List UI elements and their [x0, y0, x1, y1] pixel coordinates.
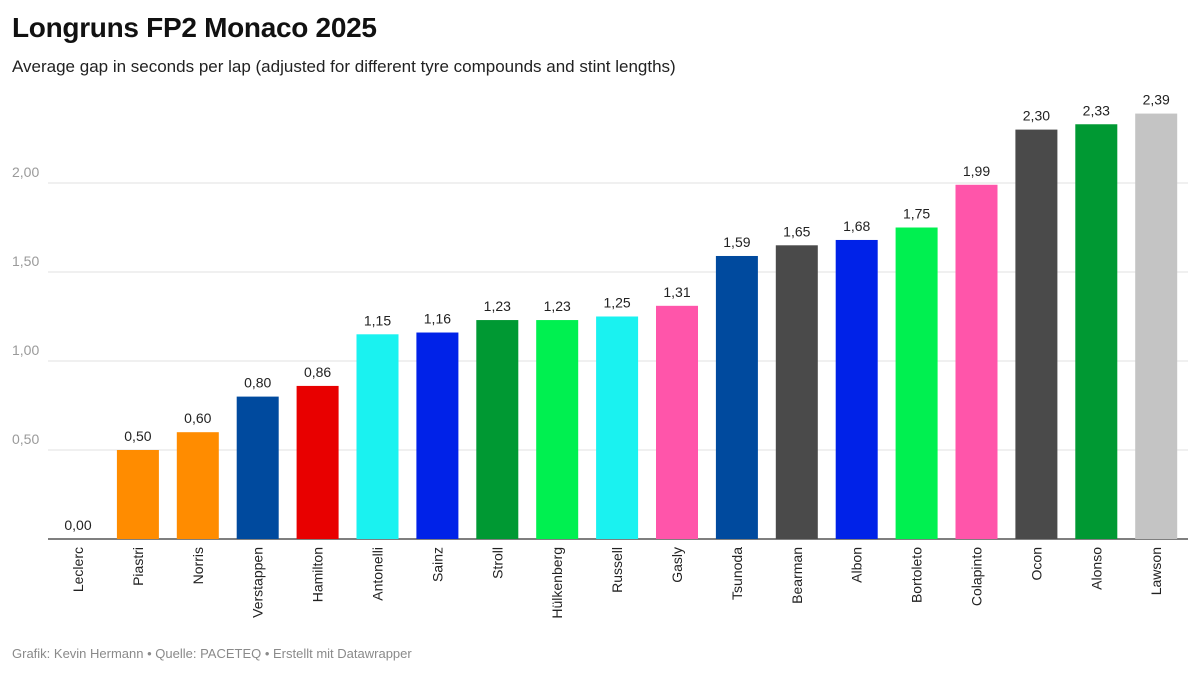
bar-albon [835, 239, 878, 539]
bar-sainz [416, 332, 459, 539]
bar-norris [176, 432, 219, 539]
bar-hamilton [296, 385, 339, 539]
value-label: 1,16 [424, 311, 451, 327]
value-label: 0,50 [124, 428, 151, 444]
x-tick-label: Albon [849, 547, 865, 583]
bar-verstappen [236, 396, 279, 539]
x-tick-label: Hamilton [310, 547, 326, 602]
bar-piastri [116, 450, 159, 539]
x-tick-label: Gasly [669, 547, 685, 583]
value-label: 1,25 [603, 295, 630, 311]
x-tick-label: Bearman [789, 547, 805, 604]
x-tick-label: Verstappen [250, 547, 266, 618]
x-tick-label: Leclerc [70, 547, 86, 592]
y-tick-label: 1,00 [12, 342, 39, 358]
x-tick-label: Russell [609, 547, 625, 593]
value-label: 1,59 [723, 234, 750, 250]
value-label: 2,30 [1023, 108, 1050, 124]
bar-alonso [1075, 124, 1118, 539]
value-label: 1,68 [843, 218, 870, 234]
value-label: 1,65 [783, 223, 810, 239]
chart-title: Longruns FP2 Monaco 2025 [12, 12, 377, 43]
bar-bortoleto [895, 227, 938, 539]
value-label: 1,75 [903, 206, 930, 222]
x-tick-label: Colapinto [969, 547, 985, 606]
value-label: 0,60 [184, 410, 211, 426]
value-label: 2,33 [1083, 102, 1110, 118]
x-tick-label: Ocon [1028, 547, 1044, 580]
value-label: 2,39 [1143, 92, 1170, 108]
value-label: 1,31 [663, 284, 690, 300]
value-label: 1,23 [544, 298, 571, 314]
value-label: 0,80 [244, 375, 271, 391]
labels: 0,50 1,00 1,50 2,00 0,00 Leclerc 0,50 Piastri 0,… [12, 92, 1170, 619]
value-label: 1,15 [364, 312, 391, 328]
value-label: 1,23 [484, 298, 511, 314]
bar-antonelli [356, 334, 399, 539]
x-tick-label: Sainz [429, 547, 445, 582]
x-tick-label: Tsunoda [729, 547, 745, 600]
bar-gasly [656, 305, 698, 539]
chart-subtitle: Average gap in seconds per lap (adjusted… [12, 57, 676, 76]
y-tick-label: 2,00 [12, 164, 39, 180]
x-tick-label: Bortoleto [909, 547, 925, 603]
y-tick-label: 0,50 [12, 431, 39, 447]
bar-hülkenberg [536, 320, 579, 539]
value-label: 0,00 [64, 517, 91, 533]
bars [116, 113, 1178, 540]
bar-tsunoda [715, 255, 758, 540]
x-tick-label: Alonso [1088, 547, 1104, 590]
chart-footer: Grafik: Kevin Hermann • Quelle: PACETEQ … [12, 646, 412, 661]
value-label: 1,99 [963, 163, 990, 179]
bar-russell [596, 316, 639, 539]
value-label: 0,86 [304, 364, 331, 380]
x-tick-label: Antonelli [370, 547, 386, 601]
bar-colapinto [955, 184, 998, 539]
x-tick-label: Piastri [130, 547, 146, 586]
y-tick-label: 1,50 [12, 253, 39, 269]
bar-lawson [1135, 113, 1178, 539]
bar-bearman [775, 245, 818, 540]
bar-ocon [1015, 129, 1058, 539]
x-tick-label: Norris [190, 547, 206, 584]
x-tick-label: Stroll [489, 547, 505, 579]
x-tick-label: Lawson [1148, 547, 1164, 595]
bar-stroll [476, 320, 519, 539]
x-tick-label: Hülkenberg [549, 547, 565, 619]
